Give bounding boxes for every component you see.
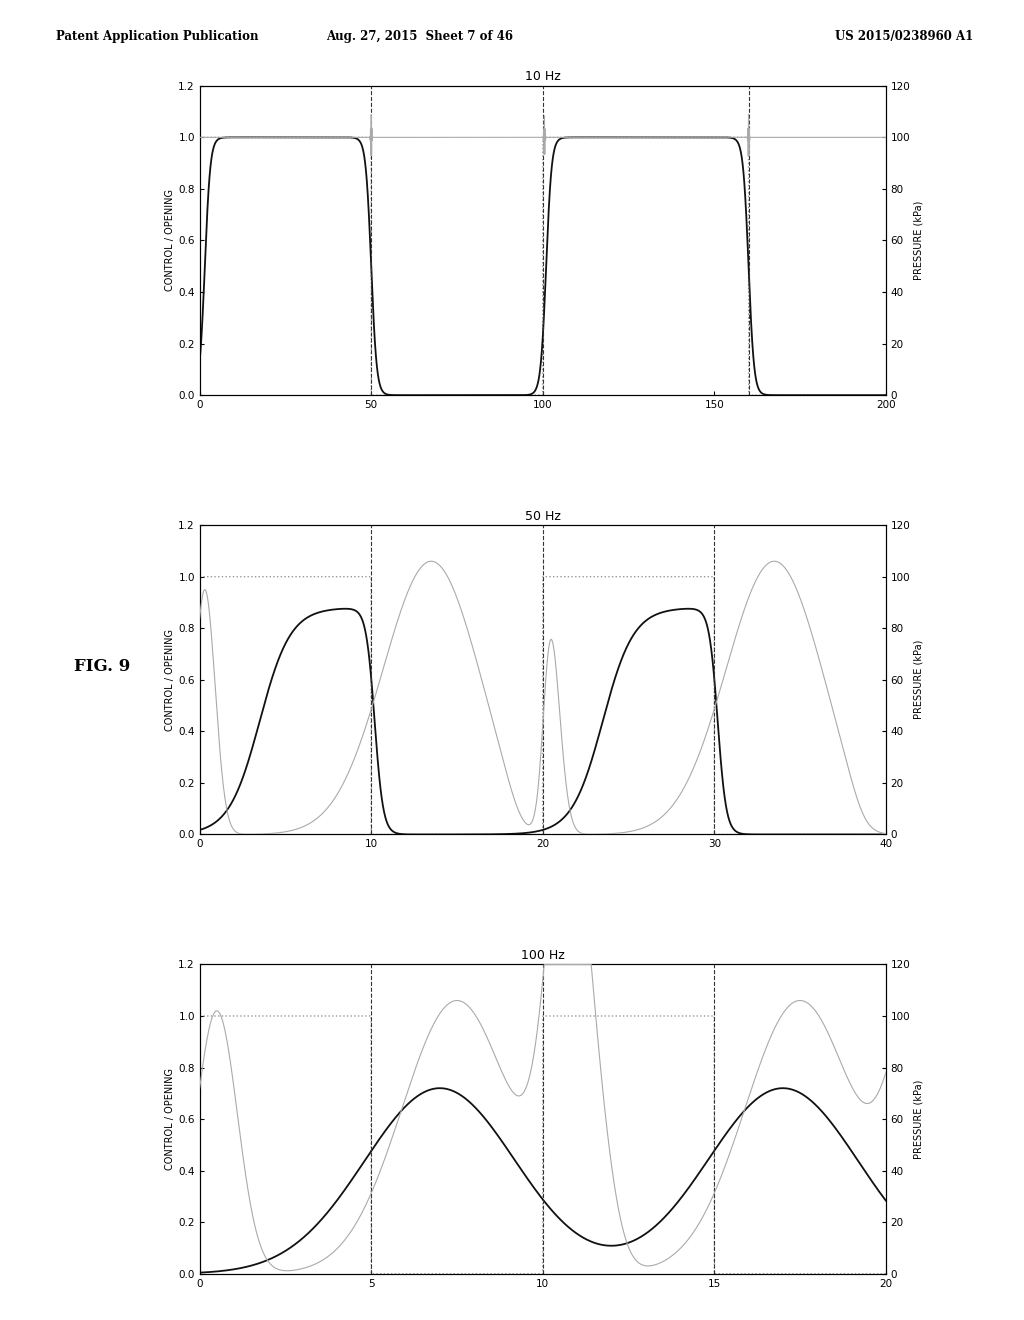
Title: 100 Hz: 100 Hz [521,949,564,962]
Text: Patent Application Publication: Patent Application Publication [56,30,259,44]
Y-axis label: CONTROL / OPENING: CONTROL / OPENING [166,628,175,731]
Title: 10 Hz: 10 Hz [525,70,560,83]
Y-axis label: PRESSURE (kPa): PRESSURE (kPa) [913,201,924,280]
Y-axis label: PRESSURE (kPa): PRESSURE (kPa) [913,1080,924,1159]
Y-axis label: PRESSURE (kPa): PRESSURE (kPa) [913,640,924,719]
Y-axis label: CONTROL / OPENING: CONTROL / OPENING [166,190,175,292]
Text: FIG. 9: FIG. 9 [75,659,130,675]
Title: 50 Hz: 50 Hz [524,510,561,523]
Text: US 2015/0238960 A1: US 2015/0238960 A1 [835,30,973,44]
Y-axis label: CONTROL / OPENING: CONTROL / OPENING [166,1068,175,1170]
Text: Aug. 27, 2015  Sheet 7 of 46: Aug. 27, 2015 Sheet 7 of 46 [327,30,513,44]
